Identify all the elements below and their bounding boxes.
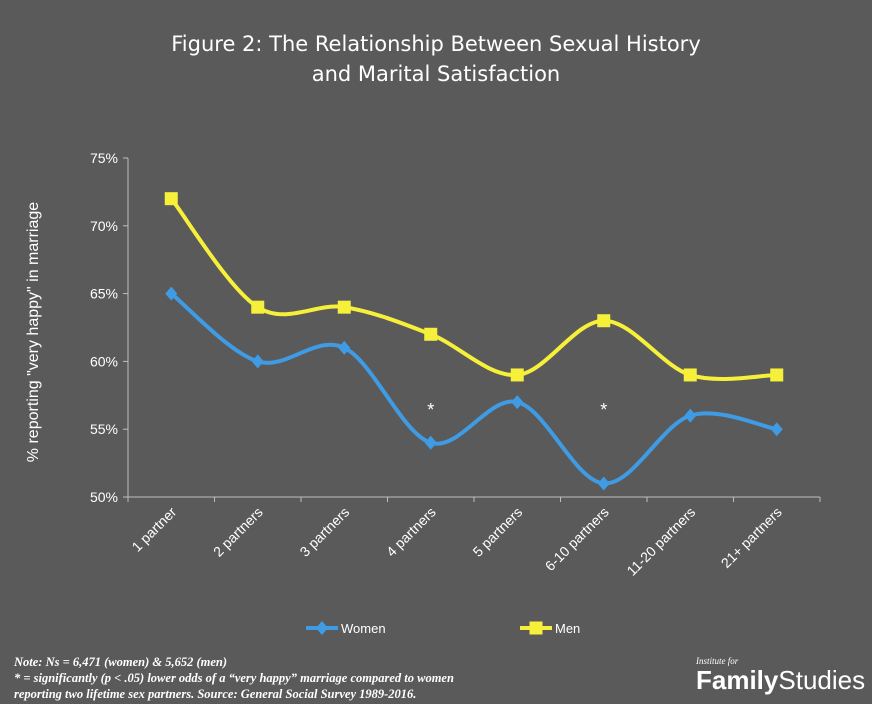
men-data-point [424, 327, 438, 341]
chart-title-line-1: Figure 2: The Relationship Between Sexua… [171, 32, 701, 56]
x-tick-label: 5 partners [469, 504, 525, 560]
y-tick-label: 75% [90, 150, 118, 166]
men-data-point [770, 368, 784, 382]
women-data-point [597, 476, 610, 491]
men-data-point [597, 314, 611, 328]
women-data-point [165, 286, 178, 301]
x-tick-label: 21+ partners [718, 504, 785, 571]
x-tick-label: 4 partners [383, 504, 439, 560]
women-data-point [511, 395, 524, 410]
chart-note: Note: Ns = 6,471 (women) & 5,652 (men) *… [14, 654, 654, 702]
y-tick-label: 50% [90, 489, 118, 505]
significance-asterisk: * [600, 400, 607, 420]
women-data-point [424, 435, 437, 450]
brand-logo-rest: Studies [778, 665, 866, 695]
y-tick-label: 70% [90, 218, 118, 234]
significance-asterisk: * [427, 400, 434, 420]
men-series-line [169, 197, 777, 381]
men-data-point [251, 300, 265, 314]
y-tick-label: 55% [90, 421, 118, 437]
men-data-point [510, 368, 524, 382]
women-series-line [169, 292, 778, 486]
x-tick-label: 2 partners [210, 504, 266, 560]
men-data-point [337, 300, 351, 314]
x-tick-label: 11-20 partners [623, 504, 698, 579]
brand-logo-bold: Family [696, 665, 779, 695]
y-tick-label: 60% [90, 353, 118, 369]
brand-logo: Institute for FamilyStudies [696, 656, 865, 694]
brand-logo-name: FamilyStudies [696, 666, 865, 694]
chart-title-line-2: and Marital Satisfaction [311, 62, 561, 86]
legend-women-marker [316, 621, 328, 635]
note-line: Note: Ns = 6,471 (women) & 5,652 (men) [14, 655, 228, 669]
y-tick-label: 65% [90, 286, 118, 302]
brand-logo-small: Institute for [696, 656, 739, 666]
women-data-point [338, 340, 351, 355]
note-line: reporting two lifetime sex partners. Sou… [14, 687, 417, 701]
x-tick-label: 6-10 partners [542, 504, 612, 574]
women-data-point [684, 408, 697, 423]
x-tick-label: 3 partners [296, 504, 352, 560]
legend-women-label: Women [341, 621, 386, 636]
women-data-point [251, 354, 264, 369]
x-tick-label: 1 partner [128, 504, 179, 555]
legend-men-label: Men [555, 621, 580, 636]
men-data-point [683, 368, 697, 382]
men-data-point [164, 192, 178, 206]
note-line: * = significantly (p < .05) lower odds o… [14, 671, 454, 685]
legend-men-marker [529, 621, 543, 635]
women-data-point [770, 422, 783, 437]
